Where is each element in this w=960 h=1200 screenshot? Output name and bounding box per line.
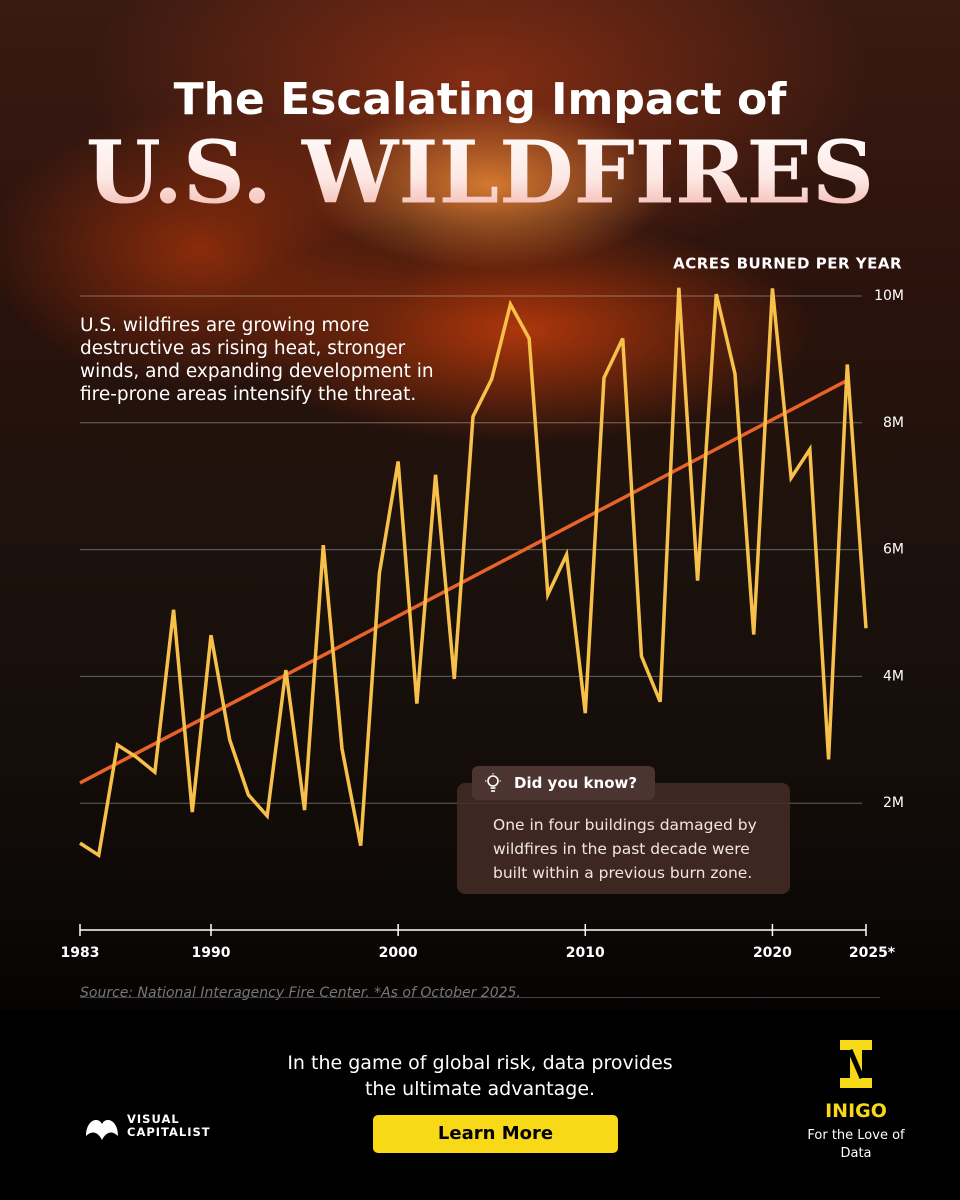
x-tick-label: 2010 [566, 945, 605, 961]
x-tick-label: 2025* [849, 945, 896, 961]
partner-logo [840, 1040, 872, 1088]
bulb-icon [485, 773, 501, 792]
brand: VISUAL CAPITALIST [127, 1112, 211, 1139]
callout-text: One in four buildings damaged by wildfir… [493, 816, 757, 882]
divider [80, 997, 880, 998]
callout: One in four buildings damaged by wildfir… [457, 783, 790, 894]
x-tick-label: 1983 [61, 945, 100, 961]
x-tick-label: 2000 [379, 945, 418, 961]
title: The Escalating Impact of [174, 74, 788, 125]
source: Source: National Interagency Fire Center… [80, 985, 521, 1001]
tagline: In the game of global risk, data provide… [287, 1052, 673, 1100]
learn-more-button[interactable]: Learn More [373, 1115, 618, 1153]
brand-logo [86, 1120, 118, 1140]
y-tick-label: 4M [883, 668, 904, 684]
callout-title: Did you know? [472, 766, 656, 800]
title-main: U.S. WILDFIRES [86, 123, 874, 224]
y-tick-label: 10M [874, 288, 904, 304]
partner-tagline: For the Love of Data [807, 1128, 905, 1161]
subtitle: U.S. wildfires are growing more destruct… [80, 315, 434, 405]
y-tick-label: 8M [883, 415, 904, 431]
y-tick-label: 2M [883, 795, 904, 811]
callout-title-text: Did you know? [514, 774, 638, 792]
y-tick-label: 6M [883, 542, 904, 558]
data-line [79, 287, 868, 859]
x-tick-label: 2020 [753, 945, 792, 961]
partner: INIGO [825, 1100, 887, 1122]
trend-line [79, 378, 849, 785]
x-tick-label: 1990 [192, 945, 231, 961]
y-axis-label: ACRES BURNED PER YEAR [673, 255, 902, 273]
